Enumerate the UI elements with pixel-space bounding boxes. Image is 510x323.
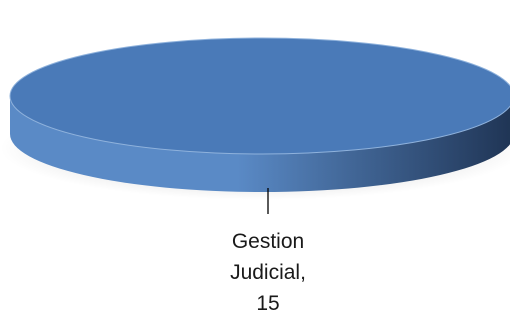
data-label-line-2: Judicial,	[230, 261, 306, 284]
data-label-line-3: 15	[256, 292, 280, 315]
pie-slice-gestion-judicial	[9, 37, 510, 155]
data-label-line-1: Gestion	[231, 230, 305, 253]
pie-slice-gestion-judicial-side	[10, 96, 510, 192]
data-label-gestion-judicial: Gestion Judicial, 15	[168, 226, 368, 319]
